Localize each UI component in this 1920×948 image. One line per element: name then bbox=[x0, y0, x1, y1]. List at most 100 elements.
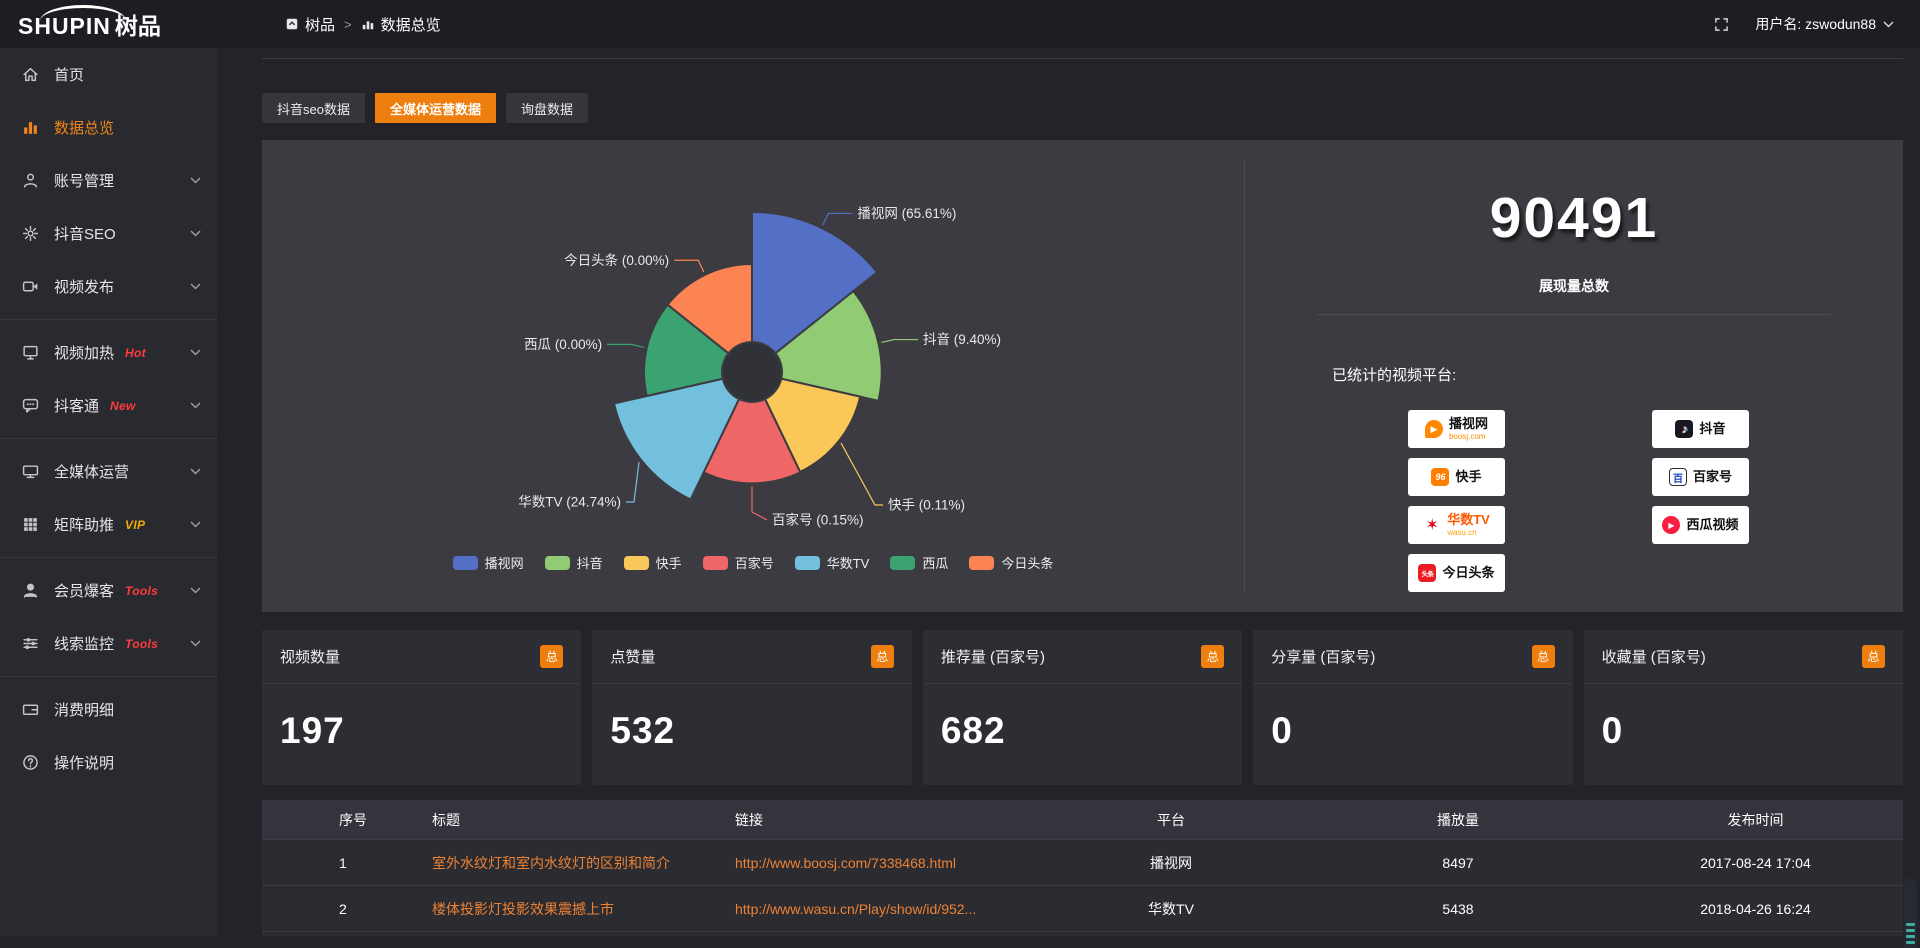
stat-card-title: 收藏量 (百家号) bbox=[1601, 649, 1706, 666]
rose-chart-svg: 播视网 (65.61%) 抖音 (9.40%) 快手 (0.11%) 百家号 (0.1… bbox=[518, 206, 1001, 528]
sidebar-item-视频加热[interactable]: 视频加热 Hot bbox=[0, 326, 217, 379]
sidebar-item-label: 线索监控 bbox=[54, 636, 115, 653]
pie-slice-西瓜[interactable] bbox=[643, 303, 730, 398]
tab-抖音seo数据[interactable]: 抖音seo数据 bbox=[262, 93, 365, 123]
platform-name: 快手 bbox=[1455, 468, 1482, 484]
pie-slice-快手[interactable] bbox=[763, 377, 862, 474]
sidebar-item-账号管理[interactable]: 账号管理 bbox=[0, 154, 217, 207]
video-url-link[interactable]: http://www.wasu.cn/Play/show/id/952... bbox=[735, 900, 977, 917]
sidebar-item-抖音SEO[interactable]: 抖音SEO bbox=[0, 207, 217, 260]
platform-badge-华数TV: ✶ 华数TV wasu.cn bbox=[1408, 506, 1505, 544]
legend-chip bbox=[890, 555, 916, 570]
legend-item-华数TV[interactable]: 华数TV bbox=[794, 553, 869, 572]
total-badge: 总 bbox=[1531, 645, 1555, 668]
video-title-link[interactable]: 室外水纹灯和室内水纹灯的区别和简介 bbox=[432, 854, 670, 871]
chevron-down-icon bbox=[190, 521, 201, 528]
legend-item-百家号[interactable]: 百家号 bbox=[702, 553, 774, 572]
platform-badge-今日头条: 头条 今日头条 bbox=[1408, 554, 1505, 592]
platform-badge-百家号: 百百家号 bbox=[1652, 458, 1749, 496]
breadcrumb-label: 树品 bbox=[305, 16, 336, 34]
breadcrumb-item-home[interactable]: 树品 bbox=[285, 14, 335, 35]
table-row[interactable]: 1 室外水纹灯和室内水纹灯的区别和简介 http://www.boosj.com/7… bbox=[262, 840, 1903, 886]
data-tabs: 抖音seo数据 全媒体运营数据 询盘数据 bbox=[262, 93, 1903, 123]
legend-item-播视网[interactable]: 播视网 bbox=[452, 553, 524, 572]
stat-cards: 视频数量总 197 点赞量总 532 推荐量 (百家号) 总 682 分享量 (百家号) 总 0 收… bbox=[262, 630, 1904, 785]
pie-label-百家号: 百家号 (0.15%) bbox=[772, 512, 864, 528]
legend-label: 快手 bbox=[655, 556, 682, 571]
sidebar-item-全媒体运营[interactable]: 全媒体运营 bbox=[0, 445, 217, 498]
sidebar-item-矩阵助推[interactable]: 矩阵助推 VIP bbox=[0, 498, 217, 551]
sidebar-item-label: 矩阵助推 bbox=[54, 517, 115, 534]
legend-label: 百家号 bbox=[734, 556, 774, 571]
boosj-logo-icon: ▶ bbox=[1424, 420, 1443, 438]
logo-arc-decoration bbox=[40, 5, 126, 21]
legend-item-今日头条[interactable]: 今日头条 bbox=[969, 553, 1053, 572]
app-square-icon bbox=[286, 18, 298, 30]
chevron-down-icon bbox=[190, 349, 201, 356]
douyin-logo-icon: ♪ bbox=[1675, 420, 1694, 438]
question-icon bbox=[22, 754, 39, 771]
table-cell: 2 bbox=[339, 900, 347, 917]
sidebar-item-抖客通[interactable]: 抖客通 New bbox=[0, 379, 217, 432]
sidebar-item-线索监控[interactable]: 线索监控 Tools bbox=[0, 617, 217, 670]
stat-card-点赞量: 点赞量 总 532 bbox=[592, 630, 912, 785]
platform-name: 抖音 bbox=[1699, 420, 1726, 436]
video-title-link[interactable]: 楼体投影灯投影效果震撼上市 bbox=[432, 900, 614, 917]
breadcrumb-separator: > bbox=[344, 16, 352, 32]
pie-label-今日头条: 今日头条 (0.00%) bbox=[564, 252, 669, 268]
sliders-icon bbox=[22, 635, 39, 652]
pie-slice-华数TV[interactable] bbox=[612, 377, 741, 501]
legend-item-快手[interactable]: 快手 bbox=[623, 553, 682, 572]
tab-全媒体运营数据[interactable]: 全媒体运营数据 bbox=[374, 93, 496, 123]
label-line-快手 bbox=[840, 442, 883, 506]
table-cell: 1 bbox=[339, 854, 347, 871]
platform-badge-播视网: ▶ 播视网 boosj.com bbox=[1408, 410, 1505, 448]
stat-card-value: 197 bbox=[280, 710, 345, 751]
stat-card-value: 682 bbox=[940, 710, 1006, 751]
pie-slice-百家号[interactable] bbox=[702, 397, 802, 485]
logo-text-cn: 树品 bbox=[114, 13, 161, 39]
donut-hole bbox=[723, 343, 781, 401]
sidebar-item-数据总览[interactable]: 数据总览 bbox=[0, 101, 217, 154]
breadcrumb-item-current[interactable]: 数据总览 bbox=[361, 14, 441, 35]
user-menu[interactable]: 用户名: zswodun88 bbox=[1755, 14, 1894, 34]
sidebar-item-视频发布[interactable]: 视频发布 bbox=[0, 260, 217, 313]
pie-label-播视网: 播视网 (65.61%) bbox=[857, 206, 956, 221]
sidebar-item-badge: VIP bbox=[125, 517, 146, 532]
sidebar-item-操作说明[interactable]: 操作说明 bbox=[0, 736, 217, 789]
sidebar-divider bbox=[0, 438, 217, 439]
table-row[interactable]: 2 楼体投影灯投影效果震撼上市 http://www.wasu.cn/Play/sh… bbox=[262, 886, 1903, 932]
pie-slice-今日头条[interactable] bbox=[666, 262, 753, 355]
chevron-down-icon bbox=[190, 230, 201, 237]
legend-chip bbox=[452, 555, 478, 570]
sidebar-item-首页[interactable]: 首页 bbox=[0, 48, 217, 101]
scrollbar[interactable] bbox=[1904, 878, 1917, 948]
platform-name: 播视网 bbox=[1448, 415, 1488, 431]
chevron-down-icon bbox=[190, 283, 201, 290]
sidebar-item-badge: Hot bbox=[125, 345, 146, 360]
legend-item-西瓜[interactable]: 西瓜 bbox=[890, 553, 948, 572]
chevron-down-icon bbox=[190, 177, 201, 184]
video-url-link[interactable]: http://www.boosj.com/7338468.html bbox=[735, 854, 957, 871]
chevron-down-icon bbox=[1883, 20, 1894, 28]
total-badge: 总 bbox=[870, 645, 894, 668]
tab-询盘数据[interactable]: 询盘数据 bbox=[505, 93, 588, 123]
column-header-播放量: 播放量 bbox=[1437, 811, 1479, 828]
chevron-down-icon bbox=[190, 587, 201, 594]
column-header-发布时间: 发布时间 bbox=[1727, 811, 1784, 828]
fullscreen-icon[interactable] bbox=[1714, 17, 1729, 32]
sidebar: 首页 数据总览 账号管理 抖音SEO 视频发布 视频加热 Hot 抖客通 New 全媒体运营 矩阵助… bbox=[0, 48, 217, 936]
legend-item-抖音[interactable]: 抖音 bbox=[544, 553, 603, 572]
sidebar-item-badge: Tools bbox=[125, 583, 159, 598]
sidebar-item-消费明细[interactable]: 消费明细 bbox=[0, 683, 217, 736]
home-icon bbox=[22, 66, 39, 83]
sidebar-item-label: 消费明细 bbox=[54, 702, 115, 719]
baijiahao-logo-icon: 百 bbox=[1668, 468, 1687, 486]
stat-card-分享量 (百家号): 分享量 (百家号) 总 0 bbox=[1253, 630, 1573, 785]
pie-slice-抖音[interactable] bbox=[774, 289, 883, 403]
sidebar-item-会员爆客[interactable]: 会员爆客 Tools bbox=[0, 564, 217, 617]
pie-slice-播视网[interactable] bbox=[751, 210, 879, 355]
total-badge: 总 bbox=[1862, 645, 1886, 668]
stat-card-title: 视频数量 bbox=[280, 649, 341, 666]
pie-label-快手: 快手 (0.11%) bbox=[888, 498, 965, 513]
